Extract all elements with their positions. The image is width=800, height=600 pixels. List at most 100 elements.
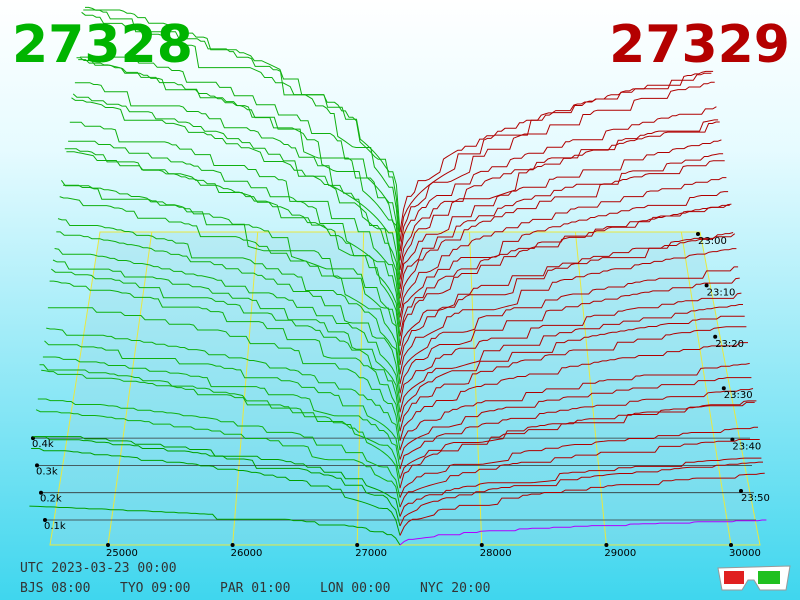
price-tick [106, 543, 110, 547]
3d-glasses-icon[interactable] [717, 565, 791, 591]
bid-price: 27328 [12, 15, 193, 75]
ask-price: 27329 [609, 15, 790, 75]
ask-layer [399, 326, 747, 432]
ask-layer [399, 304, 743, 413]
time-label: 23:00 [698, 236, 727, 247]
ask-layer [399, 248, 737, 375]
price-tick [604, 543, 609, 547]
zone-clock: TYO 09:00 [120, 581, 190, 596]
bid-layer [66, 151, 401, 337]
ask-layer [399, 203, 732, 346]
bid-layer [59, 196, 401, 375]
bid-layer [46, 327, 401, 451]
price-label: 25000 [106, 548, 138, 559]
price-label: 29000 [604, 548, 636, 559]
ask-layer [399, 233, 736, 365]
ask-layer [399, 377, 752, 460]
ask-layer [399, 139, 722, 289]
ask-layer [399, 292, 742, 403]
ask-layer [399, 457, 762, 517]
zone-clock: NYC 20:00 [420, 581, 490, 596]
bid-layer [72, 93, 401, 299]
ask-layer [399, 519, 767, 546]
depth-label: 0.3k [36, 466, 58, 477]
bid-layer [68, 140, 401, 327]
time-label: 23:20 [715, 339, 744, 350]
ask-layer [399, 204, 730, 337]
ask-layer [399, 472, 765, 536]
bid-layer [76, 57, 401, 280]
depth-tick [39, 490, 43, 495]
zone-clocks: BJS 08:00 TYO 09:00 PAR 01:00 LON 00:00 NYC … [20, 581, 490, 596]
utc-clock: UTC 2023-03-23 00:00 [20, 561, 177, 576]
red-lens [724, 571, 744, 584]
zone-clock: PAR 01:00 [220, 581, 290, 596]
ask-layer [399, 160, 725, 308]
bid-layer [81, 11, 401, 252]
price-tick [729, 543, 733, 547]
bid-layer [41, 369, 401, 479]
bid-layer [54, 248, 401, 403]
ask-layer [399, 177, 727, 318]
ask-layer [399, 106, 717, 261]
bid-layer [57, 218, 401, 384]
time-label: 23:10 [707, 287, 736, 298]
bid-layer [37, 398, 401, 498]
depth-label: 0.1k [44, 521, 66, 532]
time-tick [730, 437, 735, 442]
bid-layer [71, 97, 401, 308]
price-tick [479, 543, 484, 547]
bid-layer [44, 340, 401, 460]
ask-layer [399, 121, 720, 280]
bid-layer [60, 180, 401, 365]
time-tick [721, 386, 726, 391]
price-label: 26000 [231, 548, 263, 559]
ask-layer [399, 426, 758, 498]
bid-layer [52, 259, 401, 413]
bid-layer [64, 148, 401, 346]
bid-layer [32, 436, 401, 527]
floor [50, 232, 760, 545]
bid-layer [85, 6, 401, 233]
depth-curves [29, 6, 767, 546]
ask-layer [399, 315, 745, 422]
price-tick [355, 543, 360, 547]
depth-tick [43, 518, 47, 522]
bid-layer [56, 231, 401, 394]
depth-label: 0.2k [40, 494, 62, 505]
zone-clock: LON 00:00 [320, 581, 390, 596]
bid-layer [29, 505, 401, 546]
ask-layer [399, 232, 734, 356]
ask-layer [399, 81, 715, 252]
time-label: 23:40 [732, 442, 761, 453]
time-tick [704, 283, 709, 288]
ask-layer [399, 266, 739, 384]
ask-layer [399, 342, 748, 441]
bid-layer [83, 9, 401, 242]
green-lens [758, 571, 780, 584]
zone-clock: BJS 08:00 [20, 581, 90, 596]
bid-layer [79, 56, 401, 261]
price-label: 30000 [729, 548, 761, 559]
time-tick [739, 489, 743, 493]
axis-labels: 25000 26000 27000 28000 29000 30000 0.1k 0.2k 0.… [32, 236, 770, 559]
bid-layer [69, 121, 401, 318]
ask-layer [399, 191, 729, 327]
ask-layer [399, 72, 712, 233]
time-tick [713, 334, 718, 339]
ask-layer [399, 439, 760, 508]
ask-layer [399, 70, 714, 242]
bid-layer [63, 184, 401, 356]
ask-layer [399, 153, 724, 299]
bid-layer [31, 448, 401, 536]
time-label: 23:30 [724, 390, 753, 401]
ask-layer [399, 400, 757, 489]
bid-layer [47, 307, 401, 441]
price-label: 28000 [480, 548, 512, 559]
ask-layer [399, 119, 719, 270]
price-tick [230, 543, 235, 547]
ask-layer [399, 388, 754, 470]
bid-layer [35, 409, 401, 508]
